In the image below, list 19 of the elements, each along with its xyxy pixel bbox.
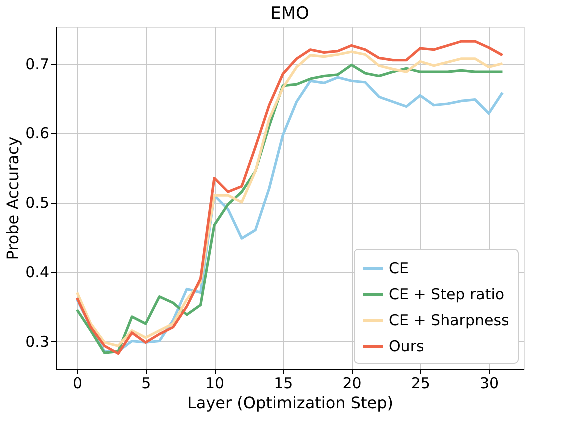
legend-label: CE [389, 260, 409, 278]
legend-label: CE + Sharpness [389, 312, 510, 330]
y-axis-title: Probe Accuracy [4, 136, 23, 260]
y-tick-label: 0.4 [26, 263, 50, 282]
y-tick-label: 0.5 [26, 194, 50, 212]
x-tick-label: 10 [205, 374, 225, 392]
y-tick-label: 0.6 [26, 124, 50, 143]
legend-label: CE + Step ratio [389, 286, 505, 304]
legend-label: Ours [389, 338, 424, 356]
chart-title: EMO [270, 4, 310, 24]
x-tick-label: 5 [142, 374, 152, 392]
x-axis-title: Layer (Optimization Step) [187, 394, 394, 412]
x-tick-label: 0 [73, 374, 83, 392]
x-tick-label: 25 [411, 374, 430, 392]
y-tick-label: 0.3 [26, 332, 50, 351]
x-tick-label: 20 [342, 374, 362, 392]
y-tick-label: 0.7 [26, 55, 50, 74]
x-tick-label: 15 [274, 374, 294, 392]
x-tick-label: 30 [480, 374, 500, 392]
